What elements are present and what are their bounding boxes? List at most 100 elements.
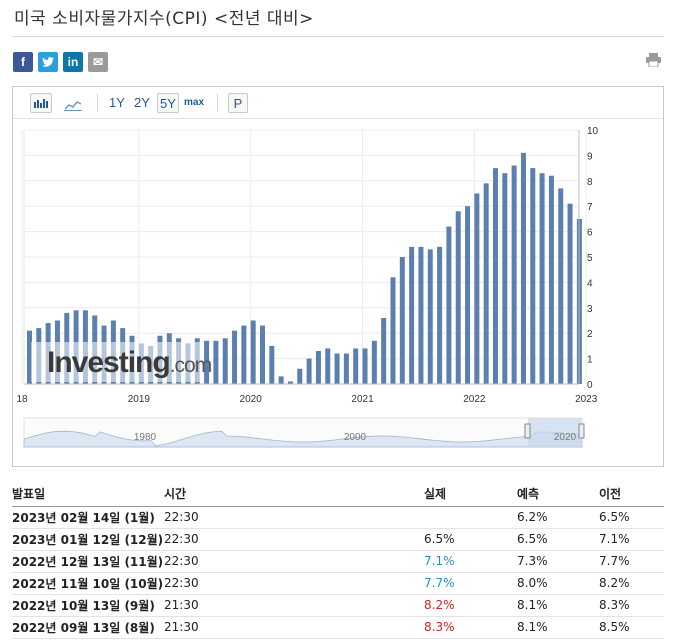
bar xyxy=(446,226,452,384)
time-cell: 22:30 xyxy=(164,506,424,529)
actual-cell xyxy=(424,506,517,529)
x-tick-label: 2023 xyxy=(575,394,598,405)
watermark-logo: Investing.com xyxy=(47,346,213,380)
table-row: 2022년 11월 10일 (10월) 22:30 7.7% 8.0% 8.2% xyxy=(12,572,664,595)
col-forecast: 예측 xyxy=(517,482,599,507)
actual-cell: 8.2% xyxy=(424,594,517,617)
x-tick-label: 2021 xyxy=(351,394,374,405)
toolbar-separator xyxy=(217,94,218,112)
bar xyxy=(269,345,275,384)
y-tick-label: 9 xyxy=(587,151,593,162)
navigator-handle-left xyxy=(524,423,531,439)
navigator-series xyxy=(23,430,583,448)
bar xyxy=(381,317,387,384)
release-date-cell: 2022년 10월 13일 (9월) xyxy=(12,594,164,617)
table-header-row: 발표일 시간 실제 예측 이전 xyxy=(12,482,664,507)
actual-cell: 7.7% xyxy=(424,572,517,595)
bar xyxy=(437,246,443,384)
bar xyxy=(362,348,368,384)
cpi-bar-chart: 0 1 2 3 4 5 6 7 8 9 10 18 2019 2020 2021 2022 2023 1980 2… xyxy=(16,126,599,448)
release-date-cell: 2023년 02월 14일 (1월) xyxy=(12,506,164,529)
col-time: 시간 xyxy=(164,482,424,507)
previous-cell: 7.7% xyxy=(599,550,664,573)
bar xyxy=(567,203,573,384)
forecast-cell: 7.3% xyxy=(517,550,599,573)
forecast-cell: 8.1% xyxy=(517,616,599,639)
page-title: 미국 소비자물가지수(CPI) <전년 대비> xyxy=(14,9,314,29)
actual-cell: 7.1% xyxy=(424,550,517,573)
y-tick-label: 7 xyxy=(587,202,593,213)
y-tick-label: 5 xyxy=(587,253,593,264)
watermark-suffix: .com xyxy=(169,354,213,377)
table-row: 2023년 01월 12일 (12월) 22:30 6.5% 6.5% 7.1% xyxy=(12,528,664,551)
bar xyxy=(213,340,219,384)
email-share-button[interactable]: ✉ xyxy=(88,52,108,72)
bar xyxy=(222,338,228,384)
col-actual: 실제 xyxy=(424,482,517,507)
range-max-button[interactable]: max xyxy=(184,97,205,108)
time-cell: 22:30 xyxy=(164,528,424,551)
bar xyxy=(399,257,405,384)
facebook-share-button[interactable]: f xyxy=(13,52,33,72)
bar-chart-icon xyxy=(34,99,48,108)
y-tick-label: 3 xyxy=(587,304,593,315)
bar xyxy=(278,376,284,384)
line-chart-button[interactable] xyxy=(64,96,82,115)
release-date-cell: 2023년 01월 12일 (12월) xyxy=(12,528,164,551)
bar xyxy=(306,358,312,384)
watermark-backdrop xyxy=(31,342,201,382)
forecast-cell: 8.0% xyxy=(517,572,599,595)
bar xyxy=(539,173,545,384)
toolbar-separator xyxy=(97,94,98,112)
bar xyxy=(427,249,433,384)
line-chart-icon xyxy=(64,101,82,111)
y-tick-label: 2 xyxy=(587,329,593,340)
bar xyxy=(520,152,526,384)
y-tick-label: 4 xyxy=(587,278,593,289)
navigator[interactable]: 1980 2000 2020 xyxy=(23,417,585,448)
range-5y-button[interactable]: 5Y xyxy=(157,93,179,113)
x-tick-label: 18 xyxy=(16,394,28,405)
bar xyxy=(474,193,480,384)
bar-chart-button[interactable] xyxy=(30,93,52,113)
table-body: 2023년 02월 14일 (1월) 22:30 6.2% 6.5% 2023년 01월… xyxy=(12,506,664,639)
navigator-label: 1980 xyxy=(134,432,157,443)
actual-cell: 8.3% xyxy=(424,616,517,639)
x-tick-label: 2020 xyxy=(240,394,263,405)
bar xyxy=(343,353,349,384)
title-divider xyxy=(12,36,664,37)
bar xyxy=(204,340,210,384)
bar xyxy=(371,340,377,384)
range-2y-button[interactable]: 2Y xyxy=(134,95,150,110)
release-date-cell: 2022년 12월 13일 (11월) xyxy=(12,550,164,573)
previous-cell: 7.1% xyxy=(599,528,664,551)
navigator-label: 2000 xyxy=(344,432,367,443)
bar xyxy=(530,168,536,384)
axes: 0 1 2 3 4 5 6 7 8 9 10 18 2019 2020 2021 2022 2023 xyxy=(16,126,598,405)
bar xyxy=(511,165,517,384)
bar xyxy=(502,173,508,384)
linkedin-share-button[interactable]: in xyxy=(63,52,83,72)
time-cell: 22:30 xyxy=(164,550,424,573)
time-cell: 21:30 xyxy=(164,616,424,639)
y-tick-label: 0 xyxy=(587,380,593,391)
chart-toolbar: 1Y 2Y 5Y max P xyxy=(13,87,663,119)
popup-button[interactable]: P xyxy=(228,93,248,113)
chart-panel: 1Y 2Y 5Y max P 0 1 2 3 4 5 6 7 8 9 10 18 2019 2020 202… xyxy=(12,86,664,467)
forecast-cell: 6.2% xyxy=(517,506,599,529)
col-previous: 이전 xyxy=(599,482,664,507)
table-row: 2023년 02월 14일 (1월) 22:30 6.2% 6.5% xyxy=(12,506,664,529)
bar xyxy=(418,246,424,384)
twitter-share-button[interactable] xyxy=(38,52,58,72)
print-icon[interactable] xyxy=(646,53,661,67)
forecast-cell: 6.5% xyxy=(517,528,599,551)
share-bar: f in ✉ xyxy=(13,52,108,72)
bar xyxy=(325,348,331,384)
range-1y-button[interactable]: 1Y xyxy=(109,95,125,110)
bar xyxy=(287,381,293,384)
bar xyxy=(315,350,321,384)
bar xyxy=(297,368,303,384)
y-tick-label: 10 xyxy=(587,126,599,137)
bar xyxy=(548,175,554,384)
bar xyxy=(483,183,489,384)
